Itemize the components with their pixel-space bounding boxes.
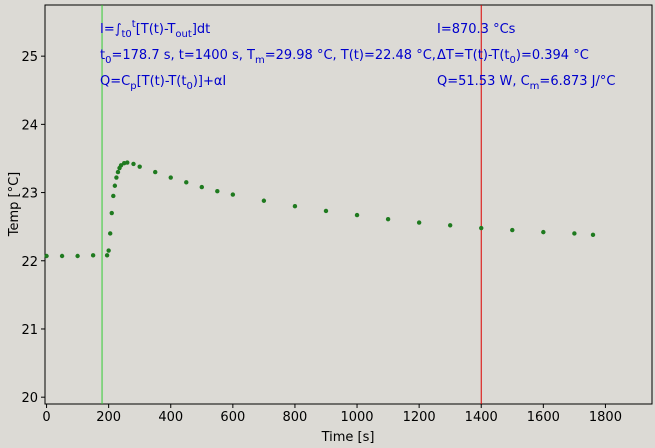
data-point — [590, 232, 596, 238]
data-point — [541, 229, 546, 235]
data-point — [416, 220, 422, 225]
annotation-integral-value: I=870.3 °Cs — [437, 22, 516, 37]
data-points — [44, 160, 596, 259]
y-tick-label: 21 — [21, 323, 38, 338]
vertical-markers — [101, 5, 482, 404]
y-tick-label: 24 — [21, 118, 38, 133]
data-point — [572, 231, 577, 236]
data-point — [261, 198, 267, 203]
y-tick-label: 25 — [21, 50, 38, 65]
data-point — [199, 184, 204, 190]
y-tick-label: 22 — [21, 255, 38, 270]
y-ticks: 20 21 22 23 24 25 — [21, 50, 45, 406]
data-point — [131, 161, 136, 167]
x-tick-label: 0 — [42, 410, 50, 425]
annotation-qcm-part: Q=51.53 W, C — [437, 74, 530, 89]
annotation-times: t0=178.7 s, t=1400 s, Tm=29.98 °C, T(t)=… — [100, 48, 436, 66]
data-point — [118, 163, 124, 168]
x-tick-label: 1800 — [589, 410, 622, 425]
annotation-integral-part: I=∫ — [100, 22, 122, 37]
data-point — [184, 180, 189, 185]
data-point — [510, 227, 515, 233]
data-point — [447, 223, 453, 228]
annotation-heat-part: Q=C — [100, 74, 130, 89]
annotation-integral-part: ]dt — [192, 22, 210, 37]
data-point — [114, 175, 119, 180]
x-axis-label: Time [s] — [321, 430, 375, 445]
annotation-integral-part: out — [175, 29, 191, 40]
data-point — [215, 189, 220, 194]
annotation-delta-part: ΔT=T(t)-T(t — [437, 48, 510, 63]
annotation-delta-t: ΔT=T(t)-T(t0)=0.394 °C — [437, 48, 589, 66]
x-tick-label: 200 — [96, 410, 121, 425]
data-point — [108, 231, 113, 236]
annotation-heat-part: p — [130, 81, 136, 92]
annotation-heat-formula: Q=Cp[T(t)-T(t0)]+αI — [100, 74, 226, 92]
data-point — [109, 210, 114, 216]
y-axis-label: Temp [°C] — [7, 172, 22, 238]
data-point — [90, 253, 96, 258]
annotation-heat-part: )]+αI — [193, 74, 226, 89]
x-ticks: 0 200 400 600 800 1000 1200 1400 1600 1800 — [42, 404, 622, 425]
data-point — [59, 253, 65, 259]
data-point — [385, 216, 391, 222]
data-point — [292, 204, 298, 209]
x-tick-label: 1000 — [340, 410, 373, 425]
annotation-heat-part: 0 — [186, 81, 192, 92]
data-point — [168, 175, 173, 180]
data-point — [354, 212, 360, 218]
data-point — [44, 253, 49, 259]
x-tick-label: 600 — [220, 410, 245, 425]
data-point — [106, 248, 111, 253]
annotation-integral-part: t0 — [122, 29, 132, 40]
y-tick-label: 20 — [21, 391, 38, 406]
x-tick-label: 1600 — [527, 410, 560, 425]
data-point — [153, 169, 158, 175]
annotation-times-part: =29.98 °C, T(t)=22.48 °C, — [265, 48, 436, 63]
data-point — [479, 225, 484, 231]
annotation-integral-part: t — [132, 19, 136, 30]
data-point — [111, 193, 116, 199]
y-tick-label: 23 — [21, 187, 38, 202]
data-point — [112, 183, 118, 188]
annotation-delta-part: )=0.394 °C — [516, 48, 589, 63]
annotation-times-part: t — [100, 48, 105, 63]
annotation-integral-part: [T(t)-T — [136, 22, 176, 37]
data-point — [137, 164, 142, 169]
annotation-qcm-part: =6.873 J/°C — [539, 74, 615, 89]
annotation-delta-part: 0 — [510, 55, 516, 66]
x-tick-label: 1200 — [403, 410, 436, 425]
x-tick-label: 1400 — [465, 410, 498, 425]
annotation-integral: I=∫t0t[T(t)-Tout]dt — [100, 19, 210, 40]
data-point — [125, 160, 130, 165]
data-point — [75, 253, 80, 259]
annotation-q-cm: Q=51.53 W, Cm=6.873 J/°C — [437, 74, 615, 92]
annotation-qcm-part: m — [530, 81, 540, 92]
data-point — [323, 208, 329, 214]
data-point — [104, 253, 110, 258]
x-tick-label: 400 — [158, 410, 183, 425]
annotation-times-part: =178.7 s, t=1400 s, T — [111, 48, 255, 63]
data-point — [115, 169, 121, 175]
annotation-heat-part: [T(t)-T(t — [137, 74, 187, 89]
plot-area — [44, 4, 653, 405]
annotation-times-part: 0 — [105, 55, 111, 66]
annotation-times-part: m — [255, 55, 265, 66]
x-tick-label: 800 — [283, 410, 308, 425]
data-point — [230, 192, 236, 197]
